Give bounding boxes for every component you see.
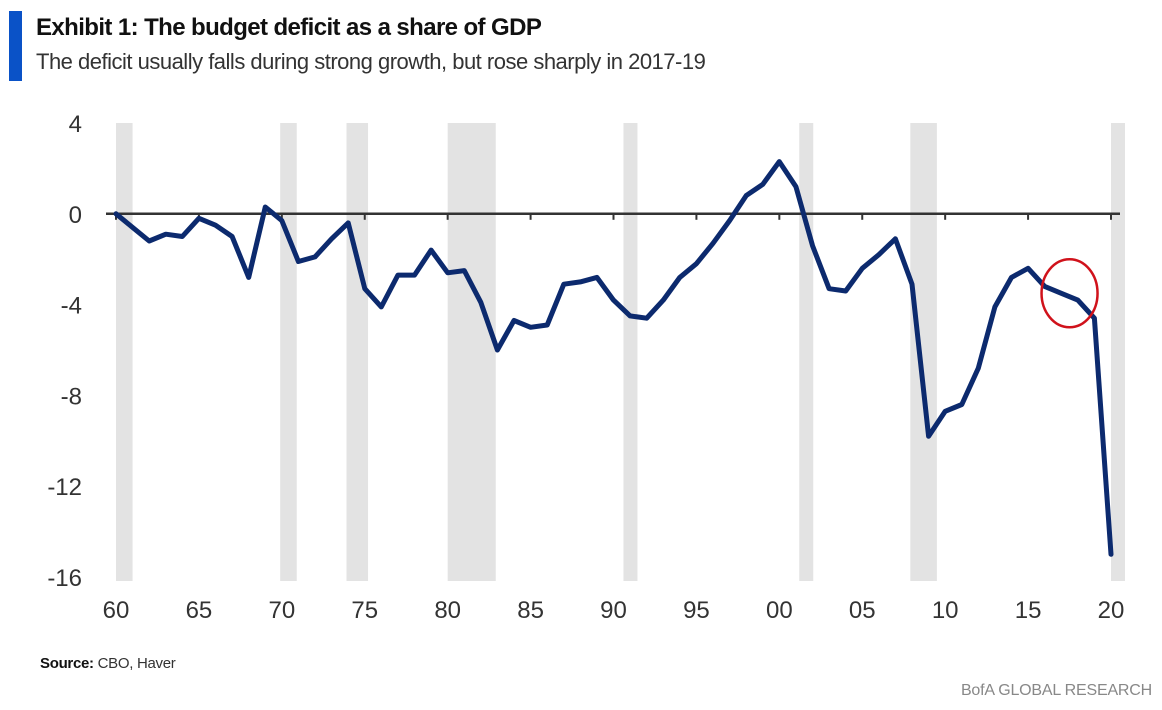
chart-title: Exhibit 1: The budget deficit as a share… <box>36 14 542 41</box>
x-tick-label: 20 <box>1098 597 1125 624</box>
x-tick-label: 60 <box>103 597 130 624</box>
x-tick-label: 80 <box>434 597 461 624</box>
y-axis-ticks: 4 0 -4 -8 -12 -16 <box>47 111 82 592</box>
highlight-circle <box>1040 258 1099 329</box>
x-tick-label: 15 <box>1015 597 1042 624</box>
source-text: CBO, Haver <box>97 655 176 672</box>
series-layer <box>113 159 1114 557</box>
recession-band <box>623 123 638 581</box>
x-tick-label: 95 <box>683 597 710 624</box>
x-tick-label: 10 <box>932 597 959 624</box>
x-axis-ticks: 60 65 70 75 80 85 90 95 00 05 10 15 20 <box>103 597 1125 624</box>
source-label: Source: <box>40 655 94 672</box>
deficit-series-line <box>113 159 1114 557</box>
chart-area: 4 0 -4 -8 -12 -16 60 65 70 75 80 85 90 95 00 05 10 15 20 <box>47 111 1125 624</box>
y-tick-label: -16 <box>47 565 82 592</box>
annotation-layer <box>1040 258 1099 329</box>
brand-label: BofA GLOBAL RESEARCH <box>960 682 1152 699</box>
y-tick-label: 0 <box>69 202 82 229</box>
recession-band <box>447 123 496 581</box>
source-note: Source: CBO, Haver <box>40 655 176 672</box>
y-tick-label: -4 <box>61 293 82 320</box>
y-tick-label: -12 <box>47 474 82 501</box>
x-tick-label: 65 <box>186 597 213 624</box>
title-accent-bar <box>9 11 22 81</box>
recession-band <box>280 123 297 581</box>
chart-subtitle: The deficit usually falls during strong … <box>36 49 706 74</box>
x-tick-label: 90 <box>600 597 627 624</box>
recession-band <box>799 123 814 581</box>
x-tick-label: 75 <box>351 597 378 624</box>
recession-band <box>1111 123 1125 581</box>
recession-band <box>910 123 937 581</box>
recession-band <box>346 123 369 581</box>
x-tick-label: 70 <box>268 597 295 624</box>
recession-bands <box>116 123 1125 581</box>
x-tick-label: 85 <box>517 597 544 624</box>
recession-band <box>116 123 133 581</box>
x-tick-label: 05 <box>849 597 876 624</box>
x-tick-label: 00 <box>766 597 793 624</box>
y-tick-label: -8 <box>61 383 82 410</box>
y-tick-label: 4 <box>69 111 82 138</box>
